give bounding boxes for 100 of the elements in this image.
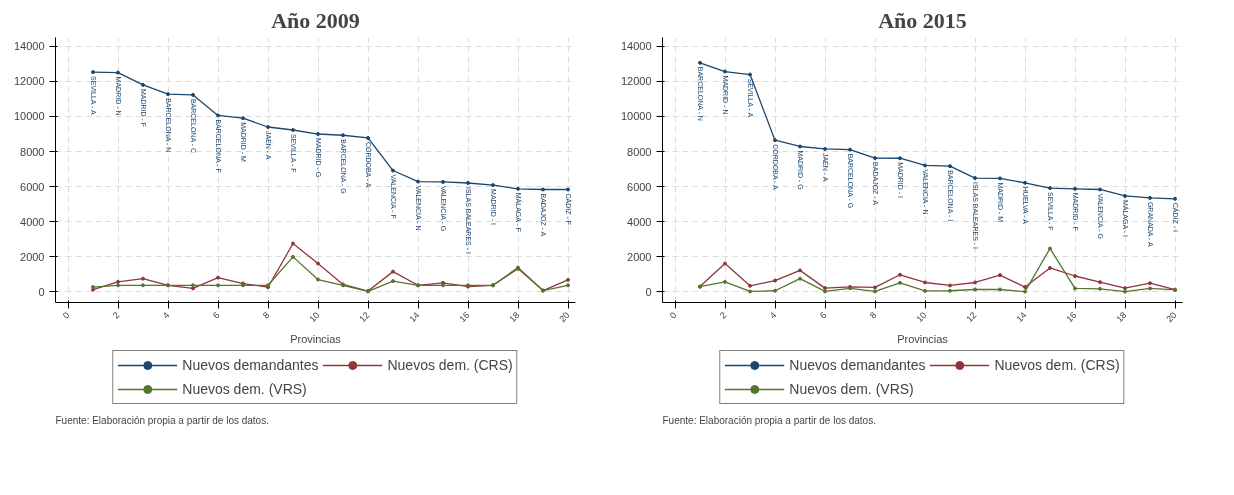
- point: [441, 179, 445, 184]
- x-tick-label: 6: [817, 309, 829, 321]
- point: [723, 261, 727, 266]
- point: [948, 164, 952, 169]
- point: [1123, 193, 1127, 198]
- point: [873, 156, 877, 161]
- x-tick-label: 20: [1164, 309, 1179, 325]
- legend-label: Nuevos dem. (CRS): [387, 357, 513, 373]
- point: [798, 144, 802, 149]
- legend-label: Nuevos demandantes: [182, 357, 319, 373]
- point: [748, 72, 752, 77]
- legend-label: Nuevos dem. (VRS): [182, 381, 307, 397]
- point: [1023, 289, 1027, 294]
- y-tick-label: 14000: [620, 40, 652, 53]
- y-tick-label: 4000: [627, 215, 652, 228]
- y-tick-label: 8000: [627, 145, 652, 158]
- point: [1148, 286, 1152, 291]
- point: [416, 179, 420, 184]
- point: [923, 288, 927, 293]
- point: [566, 283, 570, 288]
- point: [316, 277, 320, 282]
- point: [748, 283, 752, 288]
- x-tick-label: 10: [914, 309, 929, 325]
- y-tick-label: 0: [645, 285, 652, 298]
- y-tick-label: 4000: [20, 215, 45, 228]
- point: [723, 279, 727, 284]
- point: [1023, 285, 1027, 290]
- y-tick-label: 2000: [20, 250, 45, 263]
- point: [948, 283, 952, 288]
- x-tick-label: 16: [457, 309, 472, 325]
- legend-label: Nuevos dem. (CRS): [994, 357, 1120, 373]
- y-tick-label: 6000: [20, 180, 45, 193]
- point: [798, 268, 802, 273]
- point: [998, 176, 1002, 181]
- legend-label: Nuevos dem. (VRS): [789, 381, 914, 397]
- point: [898, 272, 902, 277]
- point: [1173, 196, 1177, 201]
- point: [291, 254, 295, 259]
- point: [566, 277, 570, 282]
- point: [973, 280, 977, 285]
- point: [291, 127, 295, 132]
- point: [316, 132, 320, 137]
- point: [266, 125, 270, 129]
- point: [923, 163, 927, 168]
- point: [1098, 187, 1102, 192]
- point: [1048, 246, 1052, 251]
- point: [491, 183, 495, 188]
- chart-title: Año 2009: [271, 7, 360, 33]
- point: [291, 241, 295, 246]
- point: [1148, 195, 1152, 200]
- x-axis-title: Provincias: [290, 332, 342, 345]
- x-tick-label: 14: [1014, 309, 1029, 325]
- point: [391, 279, 395, 284]
- point: [191, 92, 195, 97]
- point: [1098, 280, 1102, 285]
- x-tick-label: 8: [260, 309, 272, 321]
- x-tick-label: 6: [210, 309, 222, 321]
- x-tick-label: 14: [407, 309, 422, 325]
- x-tick-label: 18: [507, 309, 522, 325]
- point: [773, 138, 777, 143]
- point: [141, 82, 145, 87]
- point: [748, 289, 752, 294]
- point: [873, 285, 877, 290]
- point: [516, 186, 520, 191]
- point: [973, 287, 977, 292]
- point: [1048, 265, 1052, 270]
- point: [948, 288, 952, 293]
- point: [898, 156, 902, 161]
- x-tick-label: 16: [1064, 309, 1079, 325]
- x-tick-label: 2: [110, 309, 122, 321]
- point: [1048, 186, 1052, 191]
- point: [391, 269, 395, 274]
- point: [773, 288, 777, 293]
- point: [216, 113, 220, 118]
- point: [216, 275, 220, 280]
- point: [1073, 274, 1077, 278]
- point: [1073, 186, 1077, 191]
- y-tick-label: 8000: [20, 145, 45, 158]
- point: [466, 180, 470, 185]
- point: [898, 280, 902, 285]
- point: [823, 146, 827, 151]
- source-note: Fuente: Elaboración propia a partir de los datos.: [662, 414, 876, 426]
- y-tick-label: 12000: [620, 75, 652, 88]
- point: [1148, 281, 1152, 286]
- point: [141, 283, 145, 288]
- legend-label: Nuevos demandantes: [789, 357, 926, 373]
- point: [116, 283, 120, 288]
- point: [773, 278, 777, 283]
- point: [998, 273, 1002, 278]
- x-tick-label: 12: [964, 309, 979, 325]
- chart-title: Año 2015: [878, 7, 967, 33]
- point: [848, 147, 852, 152]
- y-tick-label: 12000: [13, 75, 45, 88]
- y-tick-label: 6000: [627, 180, 652, 193]
- point: [141, 276, 145, 281]
- x-tick-label: 0: [667, 309, 679, 321]
- point: [91, 70, 95, 75]
- y-tick-label: 10000: [13, 110, 45, 123]
- point: [391, 168, 395, 173]
- x-tick-label: 0: [60, 309, 72, 321]
